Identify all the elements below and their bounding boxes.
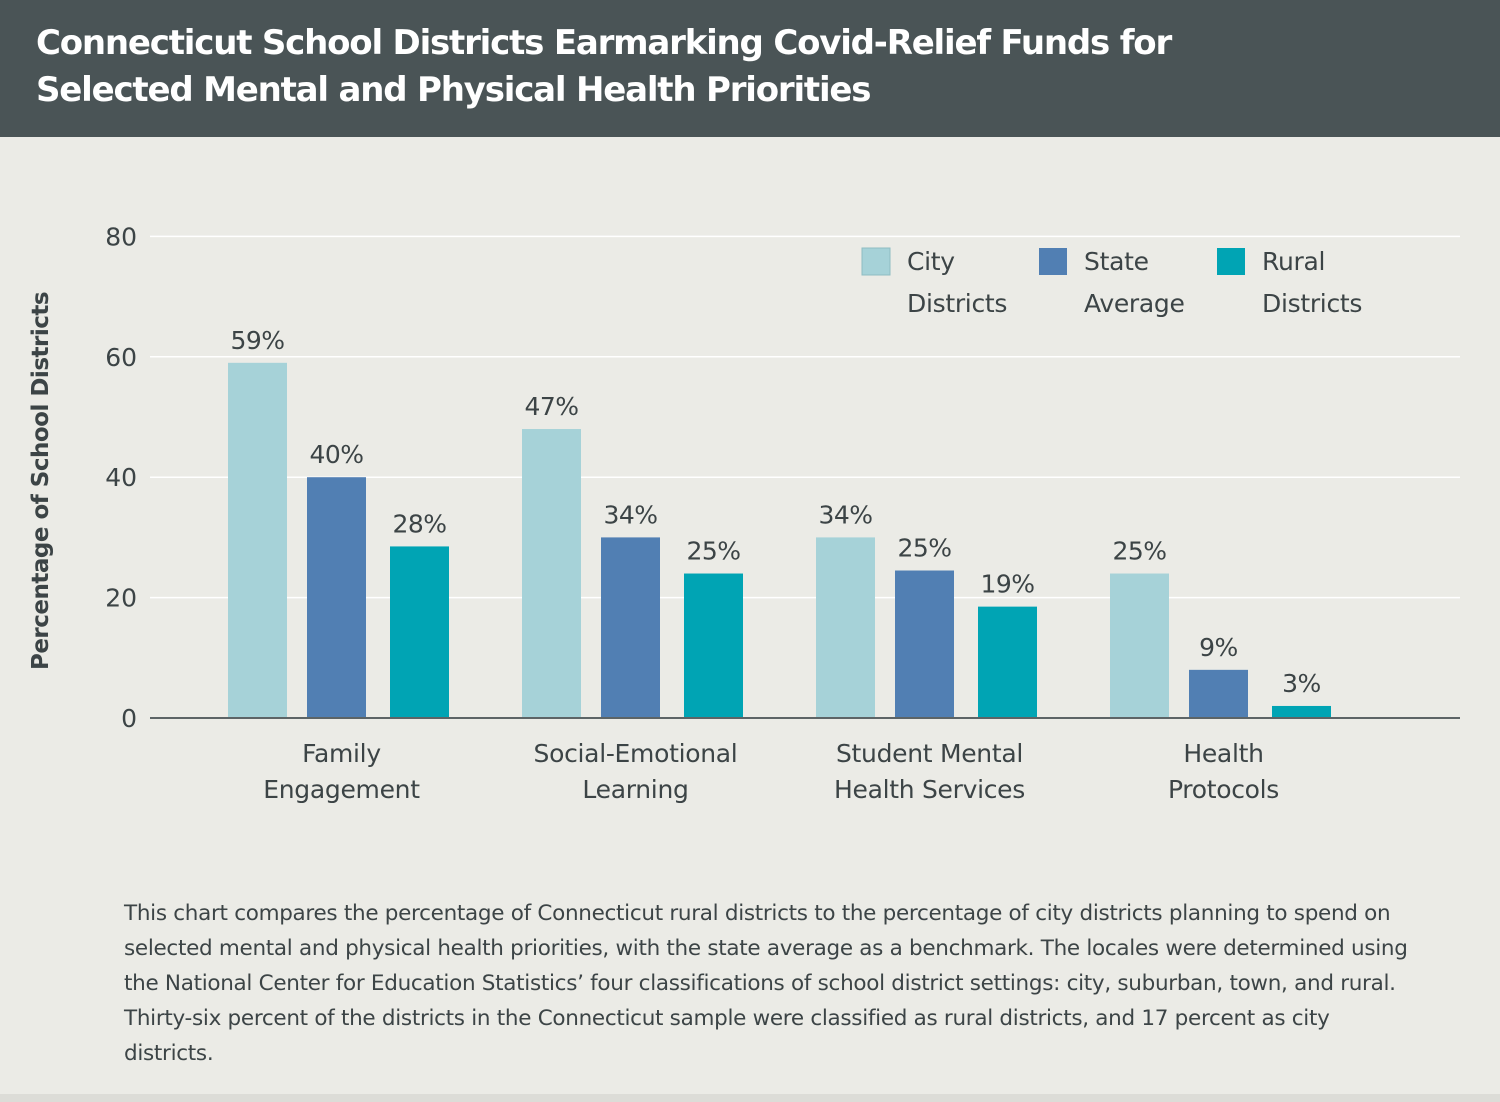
bar xyxy=(228,362,287,718)
header-bar: Connecticut School Districts Earmarking … xyxy=(0,0,1500,137)
chart-caption: This chart compares the percentage of Co… xyxy=(124,901,1408,1066)
x-tick-label: Protocols xyxy=(1168,775,1279,804)
y-tick-label: 60 xyxy=(105,343,137,372)
y-tick-label: 80 xyxy=(105,222,137,251)
bar xyxy=(978,606,1037,718)
bar xyxy=(1272,705,1331,718)
bar xyxy=(522,429,581,718)
bar-chart: 0 20 40 60 80 Percentage of School Districts 5… xyxy=(28,222,1460,804)
y-axis-label: Percentage of School Districts xyxy=(28,292,54,670)
legend-label: Districts xyxy=(1262,289,1362,318)
legend-label: City xyxy=(907,247,955,276)
legend-label: Districts xyxy=(907,289,1007,318)
bottom-strip xyxy=(0,1094,1500,1102)
legend-swatch xyxy=(1217,248,1245,275)
bar xyxy=(1110,573,1169,718)
legend-swatch xyxy=(1039,248,1067,275)
data-label: 34% xyxy=(818,500,872,529)
data-label: 40% xyxy=(309,440,363,469)
data-label: 34% xyxy=(603,500,657,529)
data-label: 25% xyxy=(897,534,951,563)
data-label: 25% xyxy=(686,537,740,566)
legend-label: State xyxy=(1084,247,1149,276)
y-tick-label: 20 xyxy=(105,584,137,613)
y-tick-label: 40 xyxy=(105,463,137,492)
data-label: 28% xyxy=(392,509,446,538)
x-tick-label: Engagement xyxy=(263,775,420,804)
bar xyxy=(895,570,954,718)
x-tick-label: Health xyxy=(1183,739,1263,768)
legend-label: Average xyxy=(1084,289,1185,318)
x-tick-label: Student Mental xyxy=(836,739,1023,768)
chart-title: Connecticut School Districts Earmarking … xyxy=(36,23,1172,110)
bar xyxy=(390,546,449,718)
bar xyxy=(307,477,366,718)
data-label: 9% xyxy=(1199,633,1238,662)
x-tick-label: Social-Emotional xyxy=(534,739,738,768)
x-tick-label: Learning xyxy=(582,775,688,804)
data-label: 25% xyxy=(1112,537,1166,566)
bar xyxy=(816,537,875,718)
legend-swatch xyxy=(861,247,891,276)
data-label: 19% xyxy=(980,570,1034,599)
y-tick-label: 0 xyxy=(121,704,137,733)
data-label: 59% xyxy=(230,326,284,355)
data-label: 47% xyxy=(524,392,578,421)
x-tick-label: Family xyxy=(302,739,381,768)
x-tick-label: Health Services xyxy=(834,775,1025,804)
bar xyxy=(601,537,660,718)
data-label: 3% xyxy=(1282,669,1321,698)
bar xyxy=(684,573,743,718)
legend-label: Rural xyxy=(1262,247,1325,276)
bar xyxy=(1189,669,1248,718)
